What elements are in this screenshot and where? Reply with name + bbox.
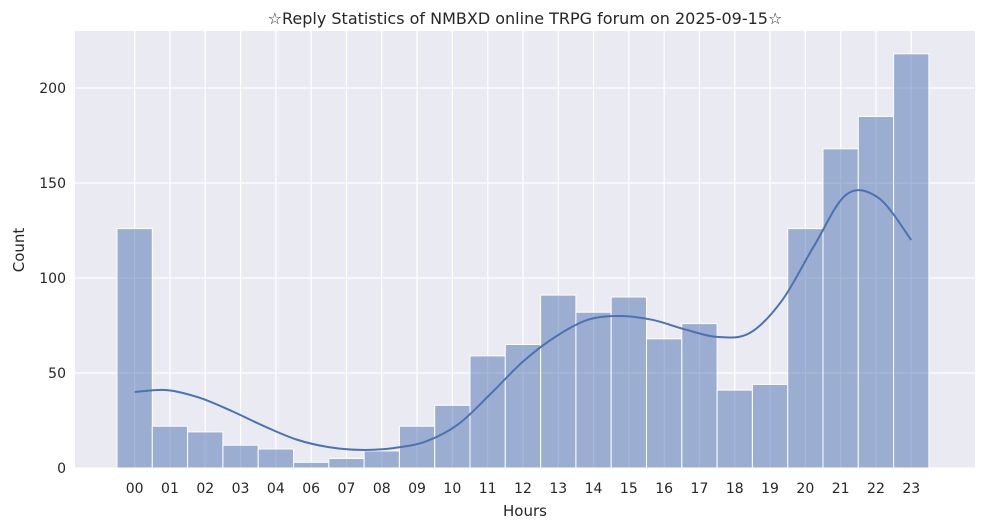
bar-08 bbox=[363, 450, 400, 469]
y-tick-label: 150 bbox=[39, 176, 66, 192]
bar-18 bbox=[716, 389, 753, 469]
x-tick-label: 08 bbox=[373, 481, 391, 497]
bar-01 bbox=[151, 425, 189, 469]
x-tick-label: 16 bbox=[655, 481, 673, 497]
bar-16 bbox=[646, 338, 683, 469]
x-tick-label: 22 bbox=[867, 481, 885, 497]
x-tick-label: 19 bbox=[761, 481, 779, 497]
x-tick-labels: 00 01 02 03 04 06 07 08 09 10 11 12 13 14 15 16 17 18 19 20… bbox=[126, 481, 920, 497]
x-tick-label: 09 bbox=[408, 481, 426, 497]
x-tick-label: 03 bbox=[232, 481, 250, 497]
x-tick-label: 15 bbox=[620, 481, 638, 497]
x-tick-label: 21 bbox=[832, 481, 850, 497]
y-tick-labels: 0 50 100 150 200 bbox=[39, 81, 66, 477]
bar-22 bbox=[857, 116, 895, 469]
bar-03 bbox=[222, 444, 259, 469]
bars bbox=[116, 53, 930, 469]
x-axis-label: Hours bbox=[503, 502, 547, 520]
x-tick-label: 14 bbox=[585, 481, 603, 497]
x-tick-label: 20 bbox=[796, 481, 814, 497]
x-tick-label: 07 bbox=[338, 481, 356, 497]
x-tick-label: 02 bbox=[196, 481, 214, 497]
kde-curve bbox=[134, 189, 913, 451]
y-tick-label: 100 bbox=[39, 271, 66, 287]
x-tick-label: 13 bbox=[549, 481, 567, 497]
bar-23 bbox=[893, 53, 930, 469]
y-axis-label: Count bbox=[10, 228, 28, 273]
bar-17 bbox=[681, 323, 718, 469]
x-tick-label: 17 bbox=[691, 481, 709, 497]
bar-02 bbox=[187, 431, 224, 469]
bar-04 bbox=[257, 448, 295, 469]
bar-15 bbox=[610, 296, 648, 469]
y-tick-label: 0 bbox=[57, 461, 66, 477]
x-tick-label: 12 bbox=[514, 481, 532, 497]
bar-11 bbox=[469, 355, 506, 469]
x-tick-label: 00 bbox=[126, 481, 144, 497]
bar-19 bbox=[751, 383, 789, 469]
bar-12 bbox=[504, 344, 542, 469]
x-tick-label: 11 bbox=[479, 481, 497, 497]
bar-06 bbox=[293, 461, 330, 469]
x-tick-label: 10 bbox=[443, 481, 461, 497]
chart-title: ☆Reply Statistics of NMBXD online TRPG f… bbox=[268, 9, 783, 28]
y-tick-label: 50 bbox=[48, 366, 66, 382]
x-tick-label: 23 bbox=[902, 481, 920, 497]
bar-07 bbox=[328, 458, 365, 469]
x-tick-label: 04 bbox=[267, 481, 285, 497]
bar-10 bbox=[434, 404, 471, 469]
bar-00 bbox=[116, 228, 153, 469]
x-tick-label: 18 bbox=[726, 481, 744, 497]
bar-14 bbox=[575, 311, 612, 469]
x-tick-label: 06 bbox=[302, 481, 320, 497]
x-tick-label: 01 bbox=[161, 481, 179, 497]
bar-13 bbox=[540, 294, 577, 469]
bar-21 bbox=[822, 148, 859, 469]
y-tick-label: 200 bbox=[39, 81, 66, 97]
bar-20 bbox=[787, 228, 824, 469]
